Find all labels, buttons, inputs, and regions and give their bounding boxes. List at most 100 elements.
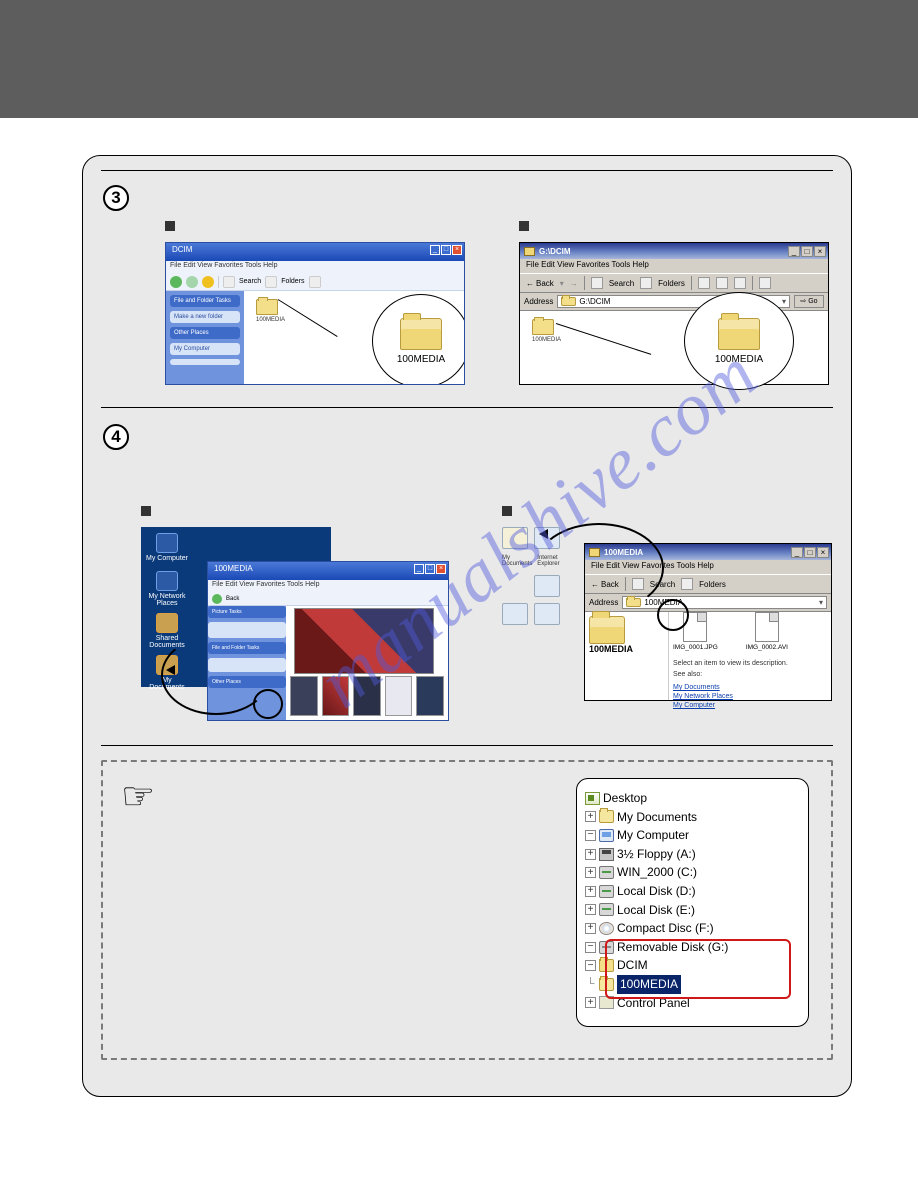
winxp-window-buttons[interactable]: _□× (430, 245, 462, 255)
forward-icon[interactable] (186, 276, 198, 288)
tip-box: ☞ Desktop + My Documents − My Computer (101, 760, 833, 1060)
sidepanel-item[interactable] (170, 359, 240, 365)
tool-icon[interactable] (716, 277, 728, 289)
folder-100media[interactable]: 100MEDIA (256, 299, 285, 323)
drive-icon (599, 866, 614, 879)
back-icon[interactable] (212, 594, 222, 604)
win2k-menu[interactable]: File Edit View Favorites Tools Help (520, 259, 828, 273)
expand-icon[interactable]: + (585, 849, 596, 860)
thumbnail[interactable] (353, 676, 381, 716)
file-item[interactable]: IMG_0002.AVI (746, 612, 788, 651)
sidepanel-item[interactable]: Make a new folder (170, 311, 240, 323)
win2k-window-buttons[interactable]: _□× (788, 246, 826, 257)
collapse-icon[interactable]: − (585, 830, 596, 841)
tree-node-c[interactable]: + WIN_2000 (C:) (585, 863, 800, 882)
step-4-left-col: My Computer My Network Places Shared Doc… (141, 506, 472, 727)
win2k-explorer: G:\DCIM _□× File Edit View Favorites Too… (519, 242, 829, 385)
tree-node-mydocs[interactable]: + My Documents (585, 808, 800, 827)
highlight-circle (253, 689, 283, 719)
thumbnail[interactable] (322, 676, 350, 716)
tree-node-d[interactable]: + Local Disk (D:) (585, 882, 800, 901)
callout-bubble: 100MEDIA (372, 294, 465, 385)
desktop-icon[interactable]: My Network Places (145, 571, 189, 607)
thumbnail[interactable] (385, 676, 413, 716)
folders-icon[interactable] (681, 578, 693, 590)
folder-icon (400, 318, 442, 350)
link[interactable]: My Computer (673, 702, 788, 709)
instruction-panel: 3 DCIM _□× File Edit View Favorites Tool… (82, 155, 852, 1097)
toolbar[interactable]: Back (208, 592, 448, 606)
desktop-icon[interactable] (534, 603, 560, 625)
folder-label: 100MEDIA (532, 337, 561, 343)
expand-icon[interactable]: + (585, 997, 596, 1008)
step-4-badge: 4 (103, 424, 129, 450)
folder-icon (589, 616, 625, 644)
link[interactable]: My Documents (673, 684, 788, 691)
tool-icon[interactable] (759, 277, 771, 289)
desktop-icon[interactable] (502, 603, 528, 625)
go-button[interactable]: ⇨ Go (794, 295, 824, 308)
arrowhead-icon (161, 665, 175, 675)
step-3-winxp-col: DCIM _□× File Edit View Favorites Tools … (165, 221, 479, 385)
win2k-title-text: G:\DCIM (539, 247, 571, 256)
window-buttons[interactable]: _□× (791, 547, 829, 558)
folders-icon[interactable] (265, 276, 277, 288)
bullet (502, 506, 512, 516)
expand-icon[interactable]: + (585, 886, 596, 897)
bullet (141, 506, 151, 516)
callout-bubble: 100MEDIA (684, 292, 794, 390)
tool-icon[interactable] (698, 277, 710, 289)
win2k-toolbar[interactable]: ← Back ▾→ Search Folders (520, 273, 828, 293)
expand-icon[interactable]: + (585, 811, 596, 822)
cd-icon (599, 922, 614, 935)
link[interactable]: My Network Places (673, 693, 788, 700)
winxp-title-text: DCIM (172, 245, 192, 254)
tree-node-floppy[interactable]: + 3½ Floppy (A:) (585, 845, 800, 864)
separator (691, 276, 692, 290)
desktop-icon[interactable]: My Computer (145, 533, 189, 562)
winxp-menu[interactable]: File Edit View Favorites Tools Help (166, 261, 464, 273)
tree-node-f[interactable]: + Compact Disc (F:) (585, 919, 800, 938)
search-icon[interactable] (223, 276, 235, 288)
address-label: Address (524, 297, 553, 306)
collapse-icon[interactable]: − (585, 942, 596, 953)
step-4-right-col: My DocumentsInternet Explorer 100MEDIA _… (502, 506, 833, 727)
search-icon[interactable] (591, 277, 603, 289)
step-4-row: My Computer My Network Places Shared Doc… (101, 506, 833, 727)
sidepanel-item[interactable]: My Computer (170, 343, 240, 355)
expand-icon[interactable]: + (585, 867, 596, 878)
tree-node-mycomputer[interactable]: − My Computer (585, 826, 800, 845)
bullet (165, 221, 175, 231)
step-3-win2k-col: G:\DCIM _□× File Edit View Favorites Too… (519, 221, 833, 385)
thumbnail-strip (290, 676, 444, 716)
up-icon[interactable] (202, 276, 214, 288)
tree-node-desktop[interactable]: Desktop (585, 789, 800, 808)
description-text: Select an item to view its description. … (673, 660, 788, 709)
folders-icon[interactable] (640, 277, 652, 289)
folder-tree-panel: Desktop + My Documents − My Computer + 3… (576, 778, 809, 1027)
photo-preview (294, 608, 434, 674)
back-icon[interactable] (170, 276, 182, 288)
tool-icon[interactable] (734, 277, 746, 289)
desktop-icon[interactable] (502, 527, 528, 549)
expand-icon[interactable]: + (585, 904, 596, 915)
rule (101, 407, 833, 408)
expand-icon[interactable]: + (585, 923, 596, 934)
drag-arrow (534, 523, 664, 613)
folder-tree: Desktop + My Documents − My Computer + 3… (585, 789, 800, 1012)
thumbnail[interactable] (416, 676, 444, 716)
collapse-icon[interactable]: − (585, 960, 596, 971)
rule (101, 745, 833, 746)
address-field[interactable]: 100MEDIA ▾ (622, 596, 827, 609)
tree-node-e[interactable]: + Local Disk (E:) (585, 901, 800, 920)
win2k-titlebar: G:\DCIM _□× (520, 243, 828, 259)
folder-icon (524, 247, 535, 256)
winxp-toolbar[interactable]: Search Folders (166, 273, 464, 291)
window-buttons[interactable]: _□× (414, 564, 446, 574)
menu[interactable]: File Edit View Favorites Tools Help (208, 580, 448, 592)
back-button[interactable]: ← Back (526, 279, 554, 288)
thumbnail[interactable] (290, 676, 318, 716)
highlight-circle (657, 599, 689, 631)
views-icon[interactable] (309, 276, 321, 288)
address-value: G:\DCIM (579, 297, 610, 306)
